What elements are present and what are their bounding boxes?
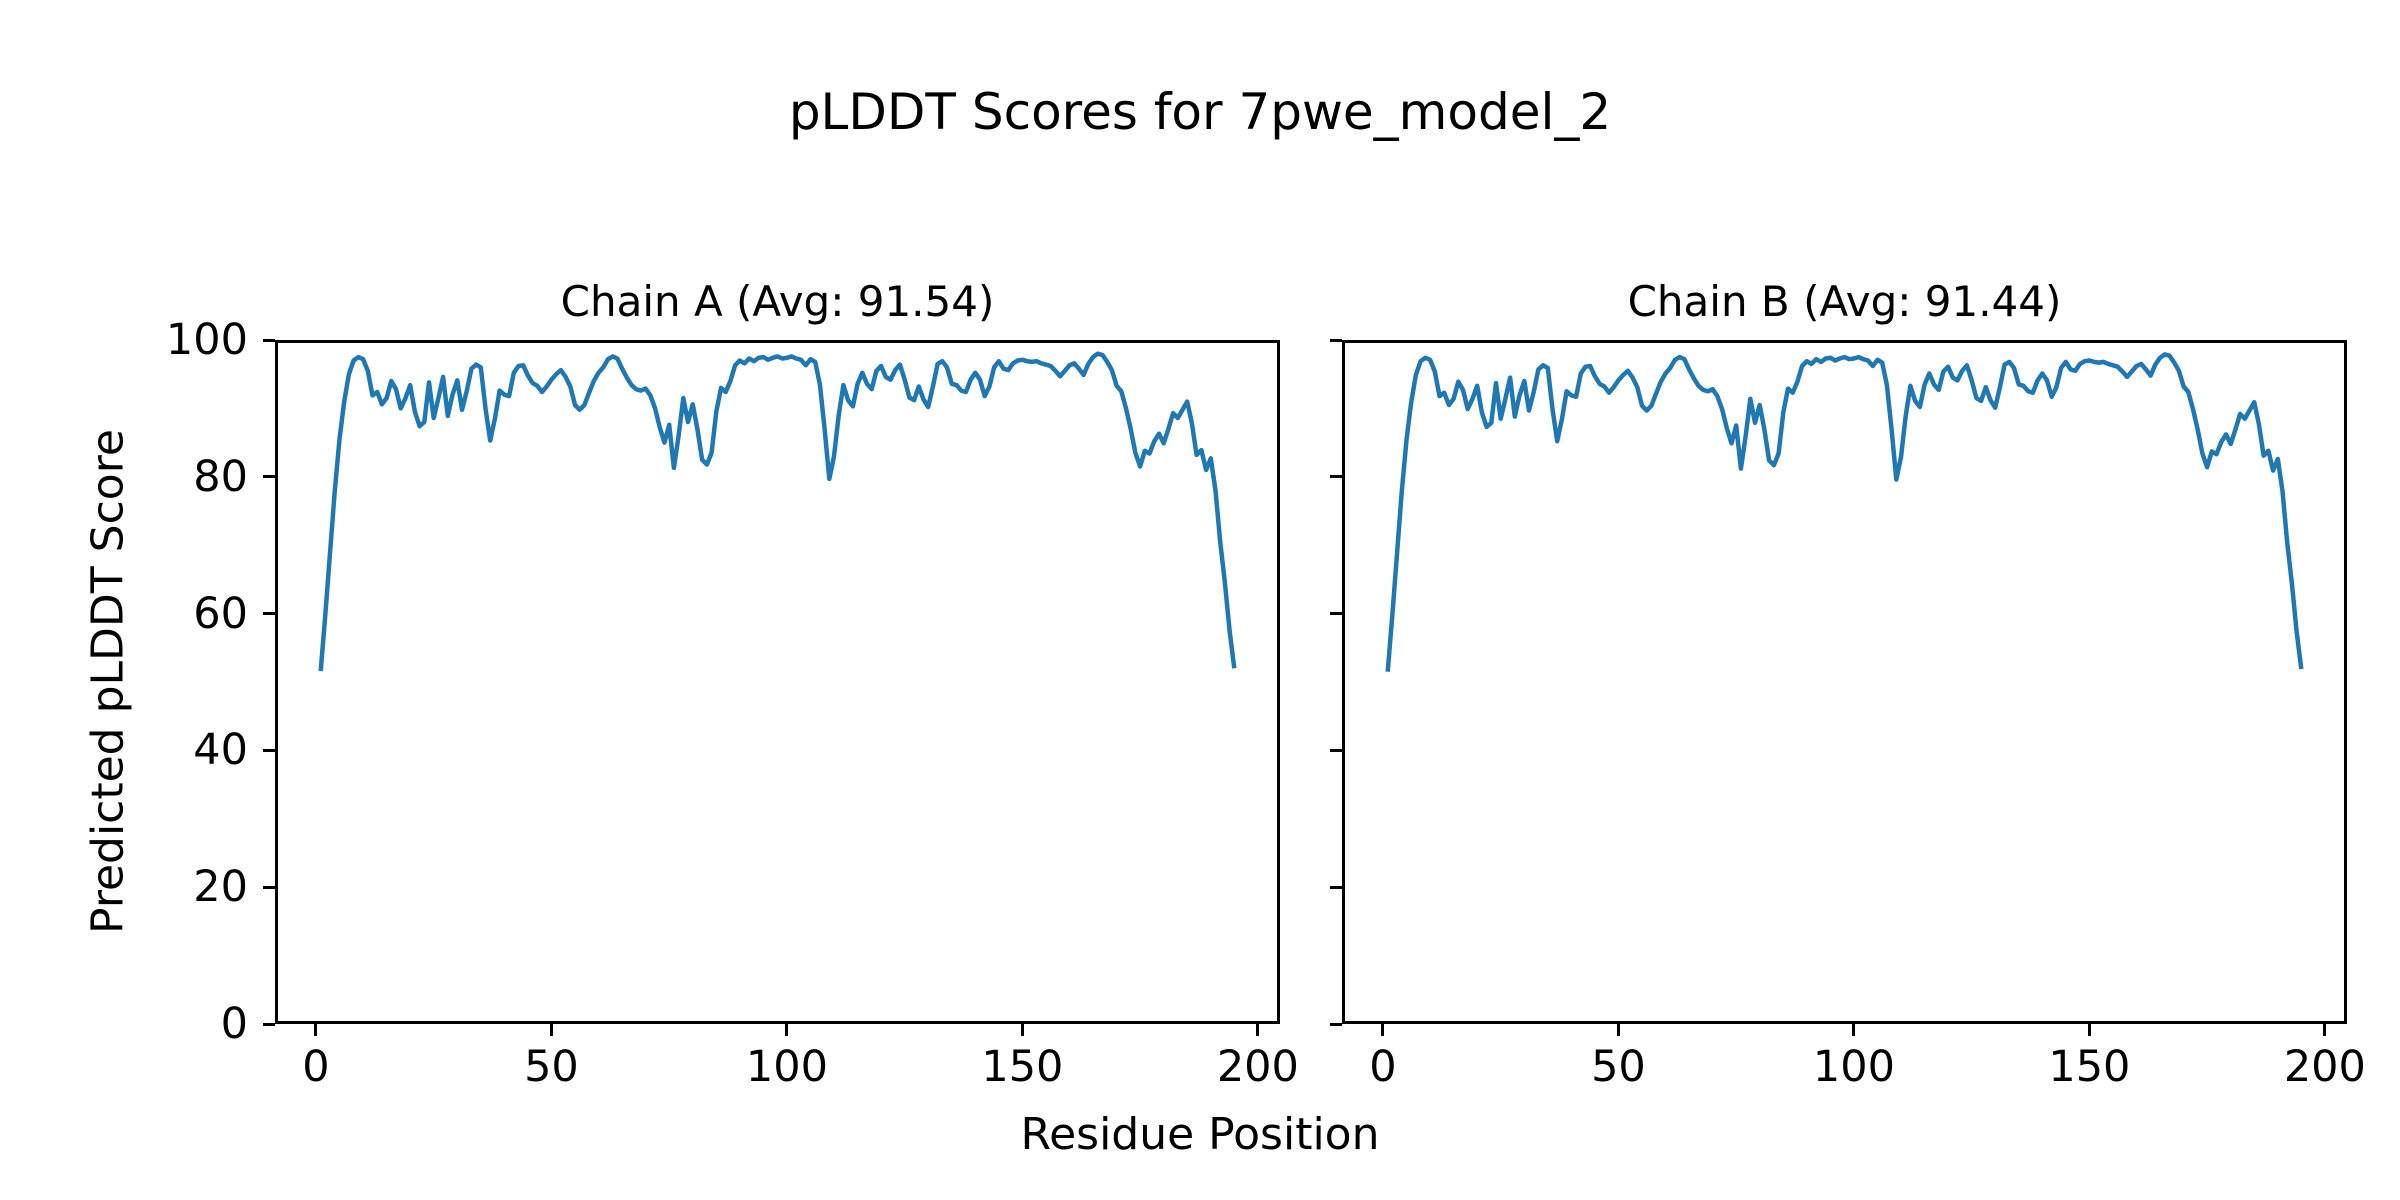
figure-title: pLDDT Scores for 7pwe_model_2 bbox=[788, 83, 1612, 141]
y-tick-label: 40 bbox=[193, 725, 248, 776]
y-tick bbox=[263, 475, 275, 479]
x-tick-label: 100 bbox=[745, 1042, 828, 1092]
y-tick bbox=[263, 338, 275, 342]
axes-chain-a bbox=[275, 340, 1280, 1024]
plddt-line-chart-chain-a bbox=[275, 340, 1280, 1024]
y-tick bbox=[1330, 475, 1342, 479]
x-axis-label: Residue Position bbox=[1020, 1109, 1380, 1160]
x-tick-label: 0 bbox=[1369, 1042, 1397, 1092]
y-tick bbox=[1330, 612, 1342, 616]
y-tick-label: 20 bbox=[193, 862, 248, 913]
y-tick bbox=[263, 885, 275, 889]
x-tick-label: 100 bbox=[1812, 1042, 1895, 1092]
x-tick-label: 200 bbox=[1216, 1042, 1299, 1092]
x-tick bbox=[2323, 1024, 2327, 1036]
y-tick bbox=[263, 748, 275, 752]
y-tick-label: 0 bbox=[220, 999, 248, 1049]
x-tick-label: 150 bbox=[981, 1042, 1064, 1092]
x-tick bbox=[1381, 1024, 1385, 1036]
y-tick bbox=[1330, 338, 1342, 342]
plddt-curve-chain-a bbox=[318, 351, 1237, 672]
x-tick bbox=[1852, 1024, 1856, 1036]
subplot-title-chain-a: Chain A (Avg: 91.54) bbox=[560, 277, 995, 326]
subplot-title-chain-b: Chain B (Avg: 91.44) bbox=[1627, 277, 2062, 326]
plddt-curve-chain-b bbox=[1385, 352, 2304, 672]
axes-spines bbox=[275, 340, 1280, 1024]
x-tick-label: 0 bbox=[302, 1042, 330, 1092]
y-tick-label: 60 bbox=[193, 588, 248, 639]
y-tick bbox=[1330, 1022, 1342, 1026]
x-tick bbox=[785, 1024, 789, 1036]
y-tick bbox=[1330, 748, 1342, 752]
x-tick bbox=[314, 1024, 318, 1036]
x-tick-label: 50 bbox=[524, 1042, 579, 1092]
x-tick bbox=[1020, 1024, 1024, 1036]
x-tick bbox=[549, 1024, 553, 1036]
x-tick bbox=[2087, 1024, 2091, 1036]
x-tick-label: 50 bbox=[1591, 1042, 1646, 1092]
x-tick-label: 200 bbox=[2283, 1042, 2366, 1092]
y-tick-label: 100 bbox=[165, 315, 248, 365]
axes-spines bbox=[1342, 340, 2347, 1024]
axes-chain-b bbox=[1342, 340, 2347, 1024]
y-tick-label: 80 bbox=[193, 451, 248, 502]
y-tick bbox=[1330, 885, 1342, 889]
x-tick bbox=[1616, 1024, 1620, 1036]
x-tick-label: 150 bbox=[2048, 1042, 2131, 1092]
x-tick bbox=[1256, 1024, 1260, 1036]
plddt-line-chart-chain-b bbox=[1342, 340, 2347, 1024]
y-tick bbox=[263, 612, 275, 616]
y-tick bbox=[263, 1022, 275, 1026]
